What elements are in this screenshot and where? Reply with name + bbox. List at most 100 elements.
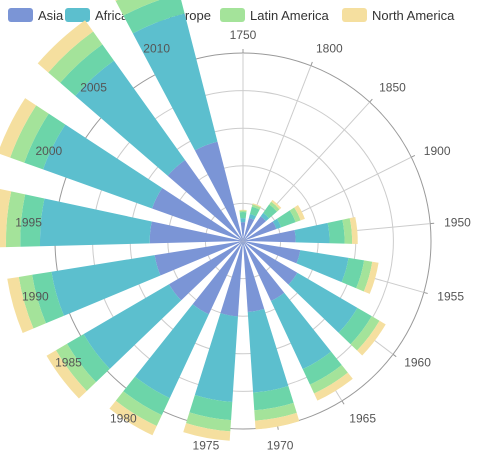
bar-asia-1750[interactable] [240,222,246,241]
bar-north-america-1950[interactable] [349,217,358,244]
bar-north-america-1980[interactable] [109,400,157,436]
bar-latin-america-1995[interactable] [5,191,26,248]
bar-north-america-1960[interactable] [357,320,386,356]
bar-europe-1990[interactable] [32,271,64,324]
bar-latin-america-2005[interactable] [48,31,103,83]
bar-latin-america-1975[interactable] [186,412,232,432]
bar-africa-2005[interactable] [75,60,186,176]
legend-item-north-america[interactable]: North America [342,7,454,23]
bar-asia-1970[interactable] [243,241,265,312]
bar-africa-1850[interactable] [260,212,270,222]
bar-asia-1850[interactable] [243,216,266,241]
bar-asia-1955[interactable] [243,241,301,264]
bar-north-america-1965[interactable] [314,372,353,401]
axis-tick [423,291,428,295]
legend-swatch-north-america [342,8,367,22]
bar-africa-1990[interactable] [51,255,161,316]
bar-africa-1950[interactable] [294,222,330,244]
bar-europe-1975[interactable] [189,394,233,421]
bar-europe-1960[interactable] [338,307,372,345]
bar-north-america-2005[interactable] [37,20,94,73]
bar-latin-america-1750[interactable] [239,210,247,213]
bar-europe-1970[interactable] [253,386,294,411]
bar-europe-1900[interactable] [276,210,296,228]
bar-latin-america-1985[interactable] [55,343,96,391]
bar-europe-2005[interactable] [60,44,114,96]
bar-asia-1800[interactable] [243,217,255,241]
bar-africa-1955[interactable] [296,250,349,283]
legend-item-latin-america[interactable]: Latin America [220,7,329,23]
bar-asia-1960[interactable] [243,241,298,285]
bar-latin-america-1800[interactable] [251,204,261,210]
bar-latin-america-1980[interactable] [115,391,162,427]
bar-europe-1955[interactable] [341,257,365,289]
bar-africa-1970[interactable] [247,308,289,393]
bar-africa-1965[interactable] [270,292,332,370]
category-label-1985: 1985 [55,356,82,370]
bar-latin-america-1990[interactable] [18,274,46,329]
bar-asia-1980[interactable] [192,241,243,315]
bar-latin-america-1965[interactable] [309,364,348,394]
bar-africa-1900[interactable] [272,218,282,229]
bar-north-america-1975[interactable] [183,423,231,441]
bar-latin-america-1950[interactable] [342,218,353,244]
bar-africa-1980[interactable] [135,304,209,399]
bar-asia-1950[interactable] [243,229,296,243]
bar-latin-america-2000[interactable] [10,105,49,163]
category-label-1750: 1750 [230,28,257,42]
bar-europe-1750[interactable] [239,212,247,219]
bar-north-america-1800[interactable] [252,203,262,208]
bar-asia-2000[interactable] [152,188,243,241]
bar-africa-2000[interactable] [42,124,163,209]
legend-item-asia[interactable]: Asia [8,7,63,23]
bar-north-america-1750[interactable] [239,209,247,211]
legend-label-north-america: North America [372,7,455,23]
bar-asia-1990[interactable] [154,241,243,276]
bar-north-america-1970[interactable] [254,412,300,430]
bar-asia-2005[interactable] [167,159,243,241]
bar-africa-1995[interactable] [39,198,152,247]
bar-africa-1985[interactable] [83,284,182,369]
bar-asia-1900[interactable] [243,221,277,241]
bar-north-america-1995[interactable] [0,189,12,248]
bar-africa-1750[interactable] [240,218,246,223]
bar-asia-2010[interactable] [194,141,243,241]
axis-tick [392,353,397,358]
bar-europe-1985[interactable] [67,334,110,383]
bar-europe-1850[interactable] [263,204,278,219]
bar-europe-2010[interactable] [123,0,185,34]
bar-asia-1965[interactable] [243,241,285,301]
bar-asia-1985[interactable] [168,241,243,301]
bar-latin-america-1955[interactable] [356,260,373,292]
legend-item-africa[interactable]: Africa [65,7,128,23]
bar-latin-america-1900[interactable] [289,207,301,223]
bar-latin-america-1960[interactable] [350,316,380,351]
category-label-2010: 2010 [143,42,170,56]
bar-europe-2000[interactable] [24,113,66,170]
bar-north-america-2010[interactable] [109,0,176,2]
bar-north-america-2000[interactable] [0,98,37,158]
legend-swatch-latin-america [220,8,245,22]
bar-africa-1800[interactable] [248,213,257,220]
bar-north-america-1850[interactable] [271,199,282,210]
bar-latin-america-1850[interactable] [269,201,280,212]
bar-europe-1995[interactable] [20,194,45,247]
bar-europe-1800[interactable] [249,206,260,217]
bar-north-america-1990[interactable] [7,276,34,333]
bar-europe-1965[interactable] [302,351,342,385]
bar-asia-1995[interactable] [149,221,243,244]
chart-legend: Asia Africa Europe Latin America North A… [0,4,488,26]
bar-north-america-1985[interactable] [46,350,87,399]
bar-africa-1960[interactable] [288,272,358,333]
bar-europe-1980[interactable] [123,376,170,416]
legend-label-asia: Asia [38,7,64,23]
category-label-1980: 1980 [110,412,137,426]
bar-africa-1975[interactable] [194,313,238,402]
bar-africa-2010[interactable] [132,13,218,151]
bar-asia-1975[interactable] [220,241,243,317]
bar-latin-america-2010[interactable] [115,0,180,16]
bar-europe-1950[interactable] [327,219,345,244]
bar-north-america-1900[interactable] [294,204,305,221]
bar-north-america-1955[interactable] [363,261,379,294]
bar-latin-america-1970[interactable] [254,402,297,421]
